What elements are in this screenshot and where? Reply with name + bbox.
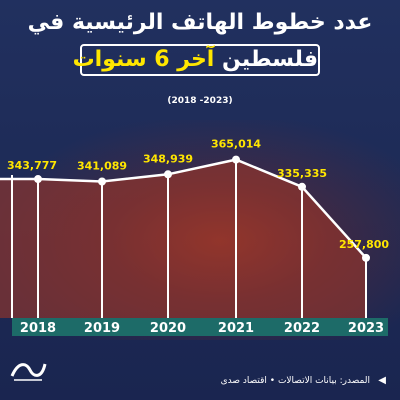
data-point-2023 [362, 253, 370, 262]
data-label-2018: 343,777 [7, 159, 57, 172]
x-tick-label-2023: 2023 [348, 321, 384, 336]
title-line-1: عدد خطوط الهاتف الرئيسية في [27, 10, 373, 35]
data-label-2021: 365,014 [211, 138, 261, 151]
period-subtitle: (2018 -2023) [167, 96, 233, 106]
x-tick-label-2022: 2022 [284, 321, 320, 336]
triangle-icon: ◀ [378, 375, 386, 386]
data-label-2022: 335,335 [277, 167, 327, 180]
x-axis-band [12, 318, 388, 336]
x-tick-label-2018: 2018 [20, 321, 56, 336]
data-label-2023: 257,800 [339, 238, 389, 251]
brand-logo [10, 363, 47, 381]
data-label-2019: 341,089 [77, 160, 127, 173]
title-period-words: آخر 6 سنوات [72, 47, 215, 72]
title-country: فلسطين [222, 47, 318, 72]
area-fill [0, 159, 366, 318]
x-tick-label-2020: 2020 [150, 321, 186, 336]
data-point-2022 [298, 182, 306, 191]
data-point-2019 [98, 177, 106, 186]
data-point-2020 [164, 170, 172, 179]
data-point-2018 [34, 175, 42, 184]
title-box: فلسطين آخر 6 سنوات [73, 44, 320, 76]
x-tick-label-2019: 2019 [84, 321, 120, 336]
data-point-2021 [232, 155, 240, 164]
x-tick-label-2021: 2021 [218, 321, 254, 336]
source-text: المصدر: بيانات الاتصالات • اقتصاد صدى [220, 376, 370, 386]
data-label-2020: 348,939 [143, 152, 193, 165]
